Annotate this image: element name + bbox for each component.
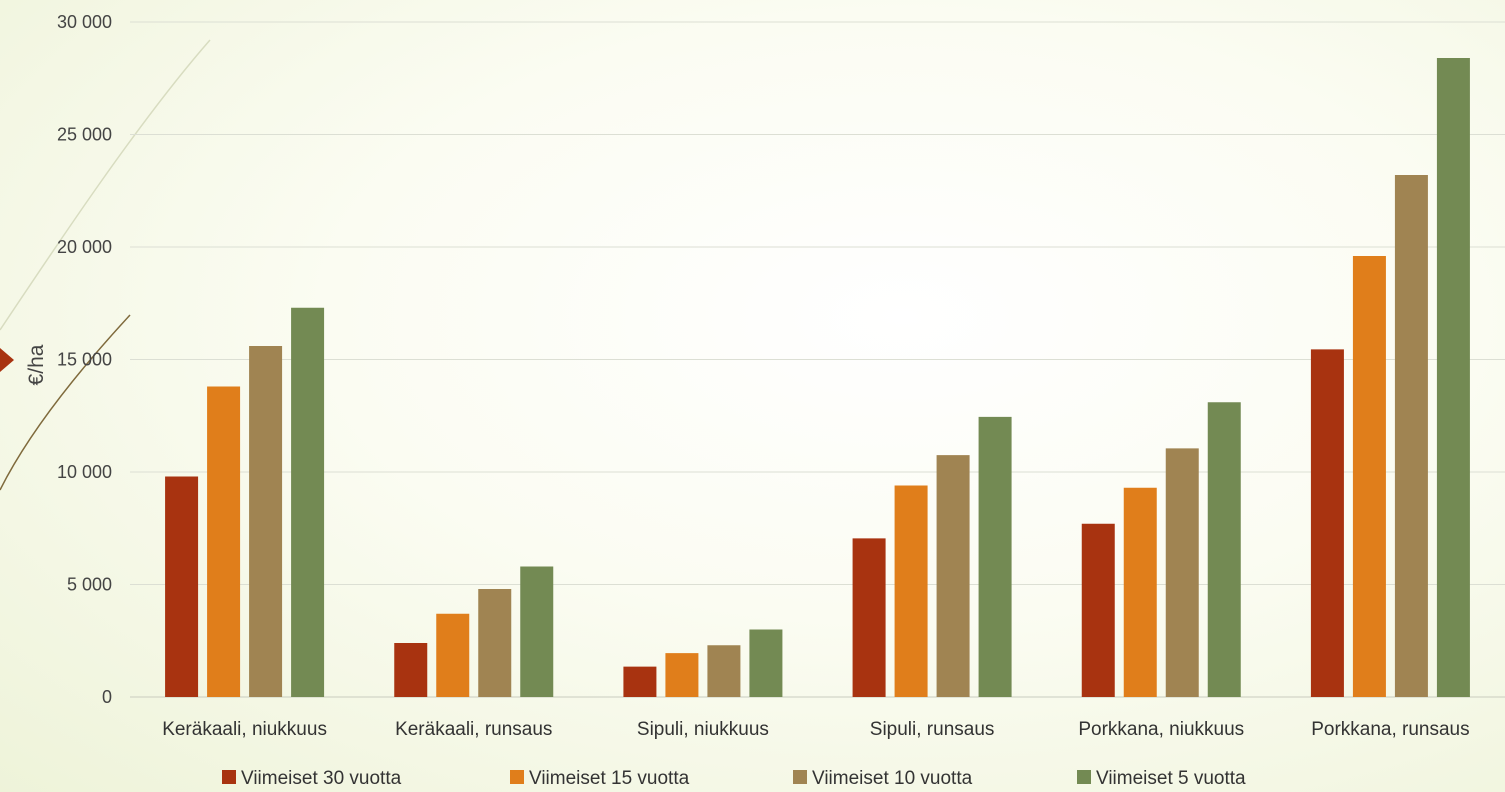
bar: [852, 538, 886, 697]
bar: [436, 613, 470, 697]
bar: [207, 386, 241, 697]
legend-item: Viimeiset 30 vuotta: [222, 768, 402, 789]
bar: [936, 455, 970, 697]
y-tick-label: 0: [102, 687, 112, 707]
legend-swatch: [222, 770, 236, 784]
decorative-curve: [0, 314, 131, 491]
legend-item: Viimeiset 15 vuotta: [510, 768, 690, 789]
x-category-label: Porkkana, niukkuus: [1078, 719, 1244, 740]
bar: [707, 645, 741, 697]
bar: [1165, 448, 1199, 697]
bar: [520, 566, 554, 697]
y-tick-label: 15 000: [57, 350, 112, 370]
x-category-label: Keräkaali, runsaus: [395, 719, 552, 740]
legend-label: Viimeiset 5 vuotta: [1096, 768, 1246, 789]
bar: [623, 666, 657, 697]
y-tick-label: 10 000: [57, 462, 112, 482]
decorative-curve: [0, 39, 211, 331]
y-axis-ticks: 0 5 000 10 000 15 000 20 000 25 000 30 000: [57, 12, 112, 707]
legend-label: Viimeiset 30 vuotta: [241, 768, 402, 789]
legend-label: Viimeiset 15 vuotta: [529, 768, 690, 789]
bar: [1310, 349, 1344, 697]
legend-swatch: [510, 770, 524, 784]
legend-label: Viimeiset 10 vuotta: [812, 768, 973, 789]
y-tick-label: 5 000: [67, 575, 112, 595]
x-category-label: Sipuli, runsaus: [870, 719, 995, 740]
y-tick-label: 30 000: [57, 12, 112, 32]
bar: [1207, 402, 1241, 697]
legend: Viimeiset 30 vuotta Viimeiset 15 vuotta Vi…: [222, 768, 1246, 789]
bar: [894, 485, 928, 697]
y-axis-label: €/ha: [25, 344, 48, 385]
legend-item: Viimeiset 10 vuotta: [793, 768, 973, 789]
bar: [1394, 175, 1428, 697]
category-labels: Keräkaali, niukkuus Keräkaali, runsaus Sip…: [162, 719, 1469, 740]
bar: [1352, 256, 1386, 697]
bar: [665, 653, 699, 697]
x-category-label: Porkkana, runsaus: [1311, 719, 1469, 740]
y-tick-label: 25 000: [57, 125, 112, 145]
bar: [478, 589, 512, 697]
bar: [1436, 58, 1470, 697]
bar: [1081, 523, 1115, 697]
bars: [165, 58, 1470, 697]
bar: [978, 416, 1012, 697]
legend-swatch: [793, 770, 807, 784]
bar: [249, 346, 283, 697]
y-tick-label: 20 000: [57, 237, 112, 257]
bar: [749, 629, 783, 697]
legend-swatch: [1077, 770, 1091, 784]
legend-item: Viimeiset 5 vuotta: [1077, 768, 1246, 789]
bar: [394, 643, 428, 697]
decorative-arrow: [0, 348, 14, 372]
x-category-label: Keräkaali, niukkuus: [162, 719, 327, 740]
bar: [1123, 487, 1157, 697]
bar: [165, 476, 199, 697]
x-category-label: Sipuli, niukkuus: [637, 719, 769, 740]
gridlines: [130, 21, 1505, 698]
bar: [291, 307, 325, 697]
